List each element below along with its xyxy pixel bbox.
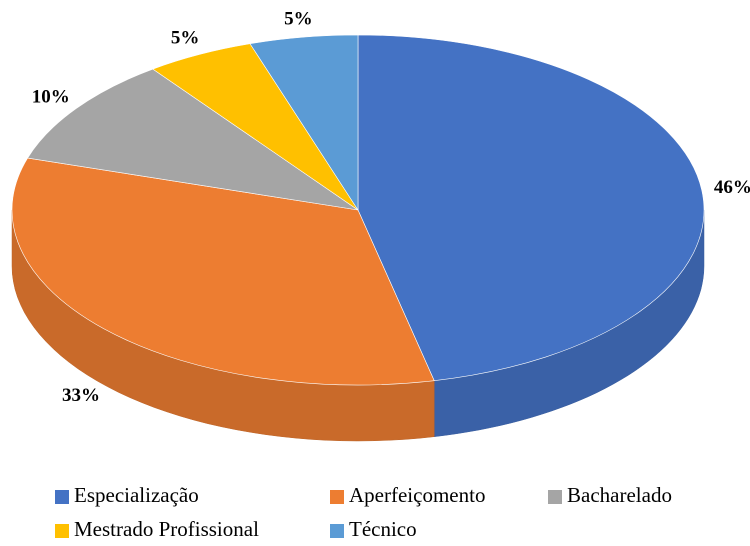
slice (249, 34, 359, 212)
value-label: 5% (284, 8, 313, 29)
legend-swatch (55, 490, 69, 504)
legend-swatch (330, 490, 344, 504)
legend-swatch (330, 524, 344, 538)
value-label: 10% (32, 87, 70, 108)
legend-label: Bacharelado (567, 483, 672, 507)
slice (357, 34, 705, 382)
value-label: 33% (62, 385, 100, 406)
slice (27, 68, 359, 211)
legend-label: Mestrado Profissional (74, 517, 259, 541)
value-label: 5% (171, 27, 200, 48)
legend-label: Especialização (74, 483, 199, 507)
legend-label: Técnico (349, 517, 417, 541)
slice (11, 157, 435, 386)
legend-swatch (55, 524, 69, 538)
legend-label: Aperfeiçomento (349, 483, 485, 507)
value-label: 46% (714, 177, 750, 198)
legend-swatch (548, 490, 562, 504)
